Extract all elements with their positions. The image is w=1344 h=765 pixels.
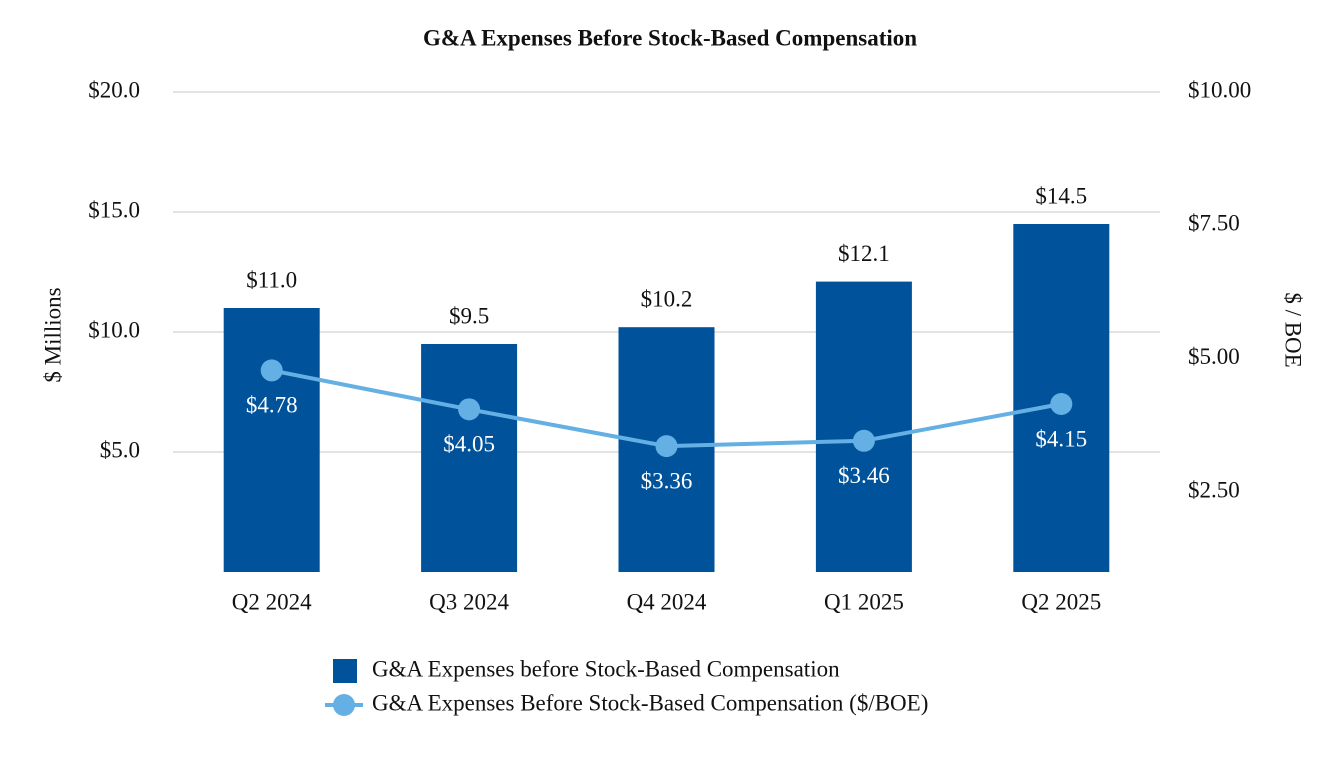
bar bbox=[815, 281, 912, 572]
x-tick-label: Q4 2024 bbox=[627, 589, 707, 614]
x-tick-label: Q2 2024 bbox=[232, 589, 312, 614]
bar bbox=[223, 308, 320, 572]
x-tick-label: Q1 2025 bbox=[824, 589, 904, 614]
y-axis-label: $ Millions bbox=[40, 287, 65, 382]
bar-value-label: $9.5 bbox=[449, 303, 489, 328]
y-tick-label: $20.0 bbox=[88, 77, 140, 102]
y2-tick-label: $10.00 bbox=[1188, 77, 1251, 102]
legend-marker bbox=[333, 694, 355, 716]
line-point bbox=[852, 429, 875, 452]
y-tick-label: $5.0 bbox=[100, 437, 140, 462]
y2-tick-label: $5.00 bbox=[1188, 344, 1240, 369]
y2-tick-label: $2.50 bbox=[1188, 477, 1240, 502]
legend-swatch bbox=[333, 659, 357, 683]
x-tick-label: Q2 2025 bbox=[1021, 589, 1101, 614]
line-point bbox=[458, 398, 481, 421]
y2-axis-label: $ / BOE bbox=[1281, 292, 1306, 367]
x-tick-label: Q3 2024 bbox=[429, 589, 509, 614]
bar-value-label: $12.1 bbox=[838, 241, 890, 266]
line-value-label: $4.05 bbox=[443, 432, 495, 457]
y-tick-label: $15.0 bbox=[88, 197, 140, 222]
line-value-label: $3.46 bbox=[838, 463, 890, 488]
legend-label: G&A Expenses Before Stock-Based Compensa… bbox=[372, 690, 928, 715]
y2-tick-label: $7.50 bbox=[1188, 211, 1240, 236]
line-value-label: $3.36 bbox=[641, 468, 693, 493]
legend-label: G&A Expenses before Stock-Based Compensa… bbox=[372, 656, 840, 681]
line-point bbox=[260, 359, 283, 382]
line-point bbox=[1050, 393, 1073, 415]
line-value-label: $4.15 bbox=[1035, 426, 1087, 451]
bar-value-label: $14.5 bbox=[1035, 183, 1087, 208]
line-value-label: $4.78 bbox=[246, 393, 298, 418]
bar bbox=[421, 344, 518, 572]
y-tick-label: $10.0 bbox=[88, 317, 140, 342]
chart-title: G&A Expenses Before Stock-Based Compensa… bbox=[423, 25, 917, 50]
bar-value-label: $11.0 bbox=[246, 267, 297, 292]
bar-value-label: $10.2 bbox=[641, 286, 693, 311]
line-point bbox=[655, 435, 678, 458]
